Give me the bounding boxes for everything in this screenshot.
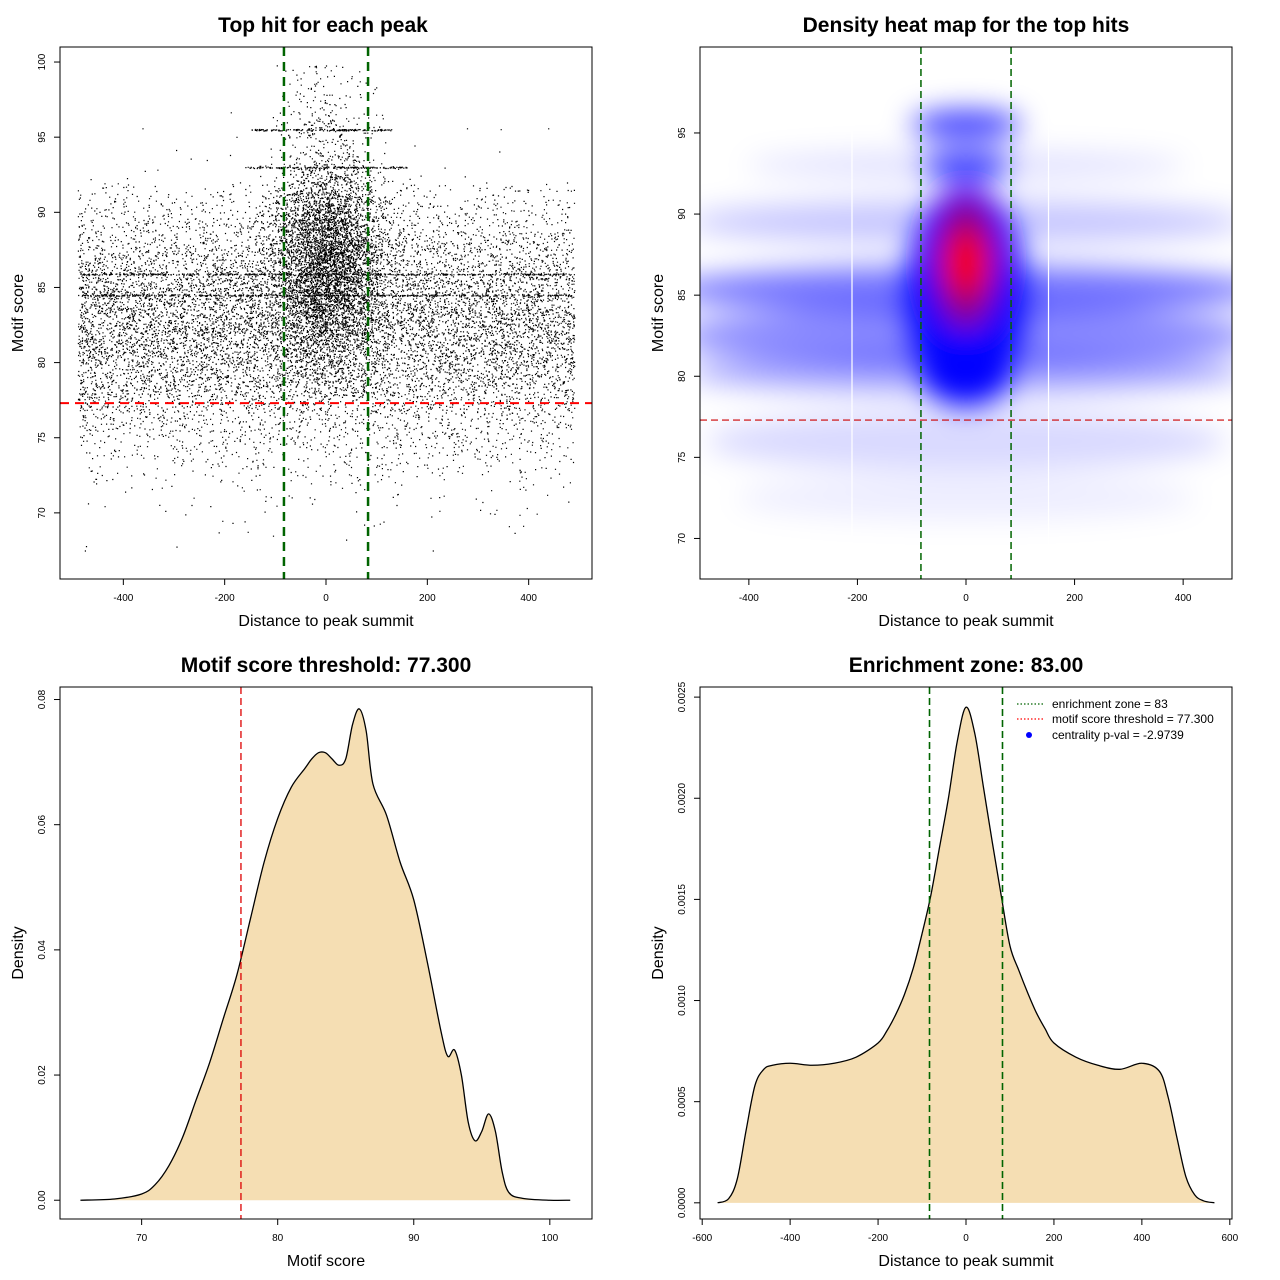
y-tick-label: 70	[677, 532, 688, 544]
x-tick-label: 0	[963, 593, 969, 604]
y-tick-label: 0.0025	[677, 681, 688, 712]
y-tick-label: 0.04	[37, 940, 48, 960]
heat-core	[921, 346, 1011, 407]
y-tick-label: 70	[37, 507, 48, 519]
heatmap-y-axis: 70 75 80 85 90 95	[677, 127, 700, 544]
y-tick-label: 80	[677, 370, 688, 382]
y-tick-label: 85	[37, 281, 48, 293]
x-tick-label: 600	[1221, 1233, 1238, 1244]
heat-band	[736, 475, 1196, 520]
heatmap-density	[700, 47, 1232, 579]
panel-scatter: Top hit for each peak -400 -200 0 200 400 70…	[10, 14, 593, 630]
score-density-x-label: Motif score	[287, 1253, 365, 1270]
scatter-points	[77, 65, 576, 552]
distance-density-x-axis: -600 -400 -200 0 200 400 600	[692, 1218, 1239, 1244]
panel-score-density: Motif score threshold: 77.300 70 80 90 100 …	[10, 654, 593, 1270]
y-tick-label: 95	[677, 127, 688, 139]
distance-density-y-axis: 0.0000 0.0005 0.0010 0.0015 0.0020 0.0025	[677, 681, 700, 1218]
x-tick-label: 400	[520, 593, 537, 604]
y-tick-label: 75	[37, 432, 48, 444]
y-tick-label: 100	[37, 53, 48, 70]
density-fill	[80, 708, 571, 1201]
x-tick-label: 100	[541, 1233, 558, 1244]
x-tick-label: 0	[963, 1233, 969, 1244]
y-tick-label: 90	[677, 208, 688, 220]
x-tick-label: -200	[847, 593, 867, 604]
score-density-title: Motif score threshold: 77.300	[181, 654, 472, 677]
heat-band	[706, 411, 1226, 472]
heatmap-reference-lines	[700, 47, 1232, 579]
distance-density-reference-lines	[928, 687, 1004, 1219]
heatmap-y-label: Motif score	[650, 274, 667, 352]
distance-density-title: Enrichment zone: 83.00	[849, 654, 1084, 677]
x-tick-label: 70	[136, 1233, 148, 1244]
density-line	[80, 708, 571, 1202]
scatter-y-axis: 70 75 80 85 90 95 100	[37, 53, 60, 518]
scatter-reference-lines	[60, 47, 592, 579]
legend-threshold-label: motif score threshold = 77.300	[1052, 712, 1214, 726]
x-tick-label: -400	[113, 593, 133, 604]
x-tick-label: 90	[408, 1233, 420, 1244]
x-tick-label: 400	[1134, 1233, 1151, 1244]
heat-peak	[946, 230, 986, 295]
scatter-point-cloud	[77, 65, 576, 552]
distance-density-y-label: Density	[650, 926, 667, 979]
y-tick-label: 0.02	[37, 1065, 48, 1085]
y-tick-label: 0.06	[37, 815, 48, 835]
heatmap-blobs	[700, 110, 1232, 520]
y-tick-label: 0.0015	[677, 884, 688, 915]
legend: enrichment zone = 83 motif score thresho…	[1017, 697, 1214, 742]
y-tick-label: 0.0020	[677, 783, 688, 814]
x-tick-label: 200	[1046, 1233, 1063, 1244]
y-tick-label: 0.0005	[677, 1086, 688, 1117]
score-density-x-axis: 70 80 90 100	[136, 1218, 559, 1244]
y-tick-label: 85	[677, 289, 688, 301]
legend-pval-swatch	[1026, 732, 1032, 738]
x-tick-label: -400	[739, 593, 759, 604]
x-tick-label: 200	[1066, 593, 1083, 604]
x-tick-label: 200	[419, 593, 436, 604]
density-fill	[717, 707, 1215, 1203]
y-tick-label: 80	[37, 357, 48, 369]
y-tick-label: 95	[37, 131, 48, 143]
y-tick-label: 0.08	[37, 689, 48, 709]
y-tick-label: 90	[37, 206, 48, 218]
y-tick-label: 0.00	[37, 1190, 48, 1210]
distance-density-curve	[717, 706, 1215, 1204]
legend-zone-label: enrichment zone = 83	[1052, 697, 1168, 711]
scatter-x-label: Distance to peak summit	[238, 613, 414, 630]
x-tick-label: 0	[323, 593, 329, 604]
y-tick-label: 75	[677, 451, 688, 463]
x-tick-label: -200	[215, 593, 235, 604]
panel-heatmap: Density heat map for the top hits -400 -2…	[650, 14, 1233, 630]
x-tick-label: -400	[780, 1233, 800, 1244]
scatter-x-axis: -400 -200 0 200 400	[113, 578, 537, 604]
score-density-y-label: Density	[10, 926, 27, 979]
score-density-curve	[80, 708, 571, 1202]
y-tick-label: 0.0010	[677, 985, 688, 1016]
distance-density-x-label: Distance to peak summit	[878, 1253, 1054, 1270]
x-tick-label: -600	[692, 1233, 712, 1244]
scatter-plot-frame	[59, 46, 593, 580]
score-density-y-axis: 0.00 0.02 0.04 0.06 0.08	[37, 689, 60, 1210]
heatmap-x-axis: -400 -200 0 200 400	[739, 578, 1192, 604]
legend-pval-label: centrality p-val = -2.9739	[1052, 728, 1184, 742]
heat-core	[911, 110, 1021, 139]
y-tick-label: 0.0000	[677, 1187, 688, 1218]
heat-core	[921, 151, 1011, 180]
scatter-y-label: Motif score	[10, 274, 27, 352]
x-tick-label: 80	[272, 1233, 284, 1244]
x-tick-label: 400	[1175, 593, 1192, 604]
scatter-title: Top hit for each peak	[218, 14, 428, 37]
density-line	[717, 706, 1215, 1204]
heatmap-x-label: Distance to peak summit	[878, 613, 1054, 630]
x-tick-label: -200	[868, 1233, 888, 1244]
panel-distance-density: Enrichment zone: 83.00 -600 -400 -200 0 200 4…	[650, 654, 1239, 1270]
heatmap-title: Density heat map for the top hits	[803, 14, 1130, 37]
